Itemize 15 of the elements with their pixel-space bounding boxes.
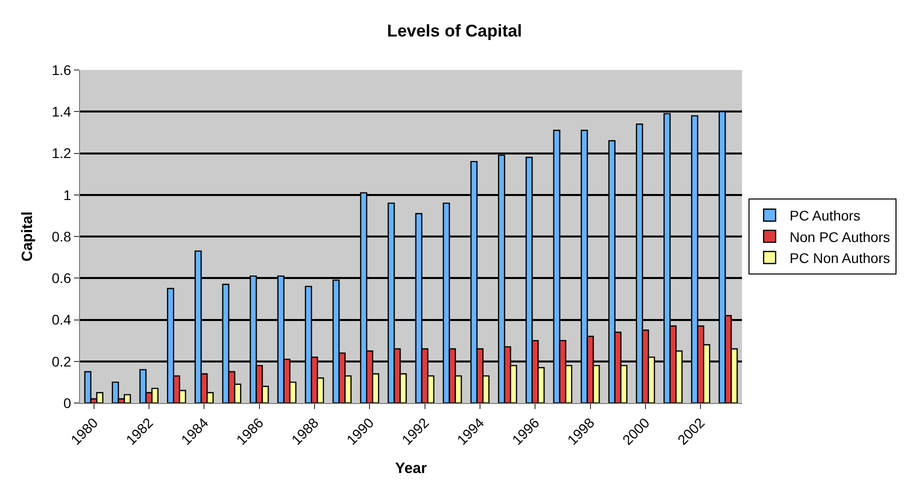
y-tick-label: 0.2 — [52, 353, 72, 370]
y-tick-label: 0.6 — [52, 270, 72, 286]
legend-label: PC Authors — [790, 208, 860, 224]
y-tick-label: 1 — [63, 186, 72, 203]
x-axis-title: Year — [395, 460, 428, 477]
y-tick-label: 1.4 — [52, 104, 72, 120]
legend-label: PC Non Authors — [790, 250, 890, 266]
legend-label: Non PC Authors — [790, 228, 890, 245]
y-tick-label: 0.8 — [52, 228, 72, 244]
chart-title: Levels of Capital — [386, 22, 522, 41]
y-axis-title: Capital — [18, 211, 36, 262]
y-tick-label: 0 — [63, 394, 72, 411]
y-tick-label: 0.4 — [52, 312, 72, 328]
y-tick-label: 1.2 — [52, 145, 72, 162]
y-tick-label: 1.6 — [52, 62, 72, 78]
